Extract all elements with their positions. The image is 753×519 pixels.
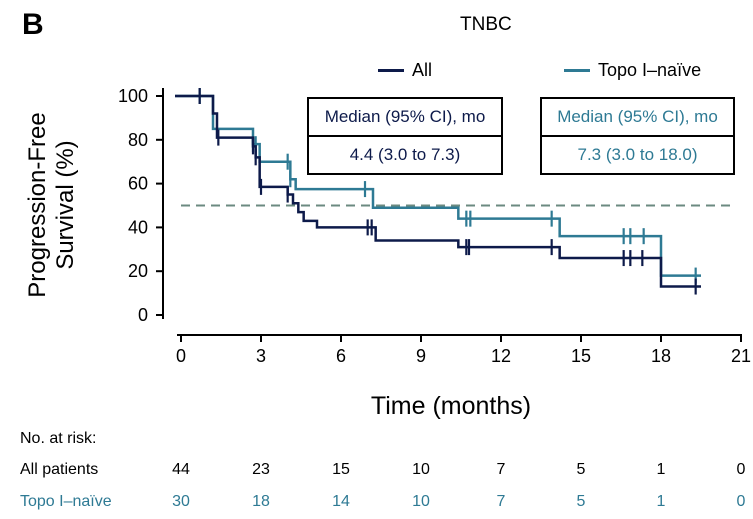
legend-swatch: [378, 69, 404, 72]
y-tick-label: 0: [138, 305, 148, 325]
y-tick-label: 80: [128, 130, 148, 150]
panel-label: B: [22, 8, 44, 41]
y-tick-label: 100: [118, 86, 148, 106]
risk-row-label: All patients: [20, 461, 99, 478]
risk-count: 18: [252, 493, 270, 510]
risk-table-header: No. at risk:: [20, 430, 97, 447]
legend-swatch: [564, 69, 590, 72]
risk-count: 5: [576, 493, 586, 510]
x-tick-label: 12: [491, 346, 511, 366]
x-tick-label: 15: [571, 346, 591, 366]
risk-count: 15: [332, 461, 350, 478]
risk-count: 10: [412, 493, 430, 510]
x-tick-label: 18: [651, 346, 671, 366]
x-tick-label: 21: [731, 346, 751, 366]
y-tick-label: 60: [128, 174, 148, 194]
risk-count: 23: [252, 461, 270, 478]
risk-count: 7: [496, 493, 506, 510]
x-tick-label: 6: [336, 346, 346, 366]
legend-label: Topo I–naïve: [598, 60, 702, 80]
chart-title: TNBC: [460, 14, 512, 35]
y-tick-label: 40: [128, 217, 148, 237]
y-axis-label-2: Survival (%): [52, 140, 79, 269]
risk-count: 7: [496, 461, 506, 478]
km-curve-topo: [175, 94, 701, 277]
risk-row-label: Topo I–naïve: [20, 493, 112, 510]
x-tick-label: 3: [256, 346, 266, 366]
x-tick-label: 9: [416, 346, 426, 366]
legend-item-topo: Topo I–naïve: [564, 60, 701, 81]
median-value: 4.4 (3.0 to 7.3): [349, 145, 461, 164]
risk-count: 1: [656, 461, 666, 478]
legend-item-all: All: [378, 60, 432, 81]
risk-count: 5: [576, 461, 586, 478]
median-box-all: Median (95% CI), mo 4.4 (3.0 to 7.3): [307, 97, 503, 175]
y-tick-label: 20: [128, 261, 148, 281]
risk-count: 30: [172, 493, 190, 510]
risk-count: 10: [412, 461, 430, 478]
x-tick-label: 0: [176, 346, 186, 366]
median-label: Median (95% CI), mo: [542, 99, 733, 137]
x-axis-label: Time (months): [371, 392, 531, 420]
median-value: 7.3 (3.0 to 18.0): [577, 145, 698, 164]
km-curve-all: [175, 94, 701, 288]
y-axis-label-1: Progression-Free: [24, 112, 51, 297]
median-label: Median (95% CI), mo: [309, 99, 501, 137]
risk-count: 0: [736, 493, 746, 510]
median-box-topo: Median (95% CI), mo 7.3 (3.0 to 18.0): [540, 97, 735, 175]
legend-label: All: [412, 60, 433, 80]
risk-count: 1: [656, 493, 666, 510]
risk-count: 0: [736, 461, 746, 478]
risk-count: 44: [172, 461, 190, 478]
risk-count: 14: [332, 493, 350, 510]
